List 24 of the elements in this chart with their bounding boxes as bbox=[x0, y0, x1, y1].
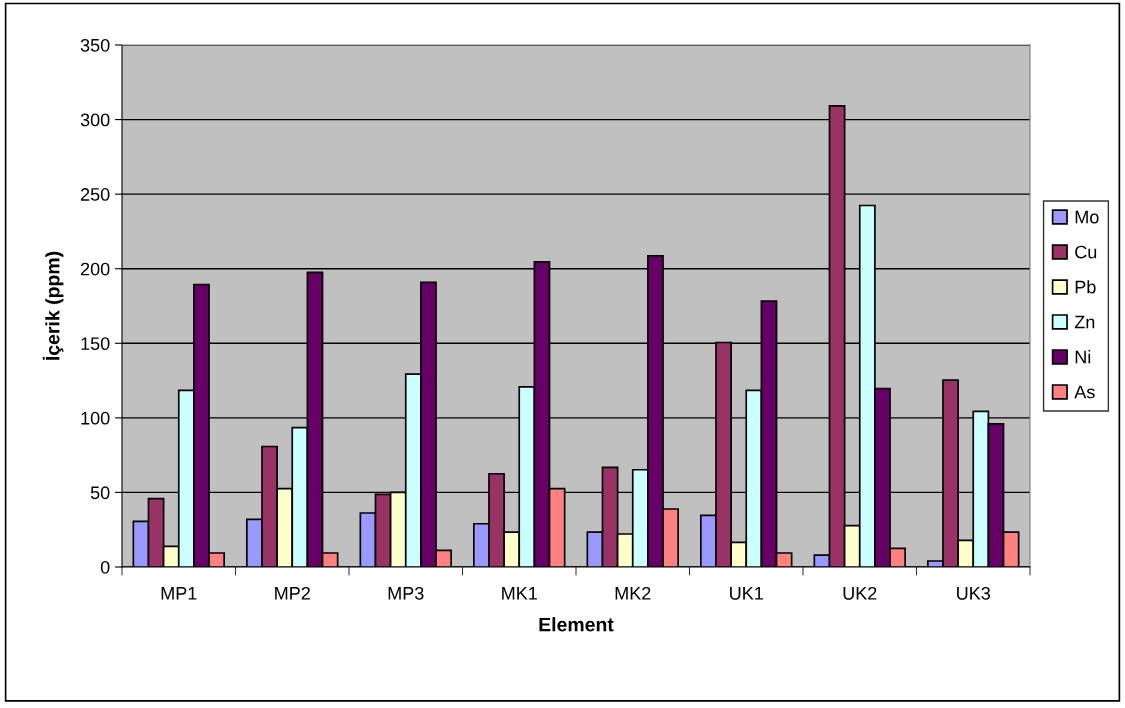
y-tick-label: 50 bbox=[90, 486, 110, 500]
y-tick-label: 0 bbox=[100, 560, 110, 574]
y-tick-label: 150 bbox=[81, 337, 110, 351]
x-tick-label: MP1 bbox=[161, 587, 197, 600]
x-axis-title: Element bbox=[539, 617, 614, 632]
legend-label: Zn bbox=[1074, 315, 1095, 329]
legend-label: Ni bbox=[1075, 350, 1091, 364]
y-tick-label: 100 bbox=[81, 411, 110, 425]
legend-label: Mo bbox=[1075, 210, 1099, 224]
x-tick-label: UK3 bbox=[957, 586, 991, 600]
x-tick-label: MP2 bbox=[275, 586, 310, 600]
legend-label: Pb bbox=[1075, 280, 1096, 294]
y-tick-label: 200 bbox=[80, 262, 110, 276]
x-tick-label: MK1 bbox=[502, 587, 537, 600]
y-tick-label: 250 bbox=[80, 188, 110, 201]
x-tick-label: UK2 bbox=[843, 586, 877, 600]
legend-label: Cu bbox=[1075, 245, 1097, 259]
x-tick-label: UK1 bbox=[730, 587, 763, 600]
x-tick-label: MP3 bbox=[388, 586, 424, 600]
y-axis-title: İçerik (ppm) bbox=[42, 251, 64, 360]
legend-label: As bbox=[1074, 385, 1095, 399]
y-tick-label: 300 bbox=[80, 113, 110, 127]
y-tick-label: 350 bbox=[80, 38, 110, 52]
x-tick-label: MK2 bbox=[615, 586, 651, 600]
